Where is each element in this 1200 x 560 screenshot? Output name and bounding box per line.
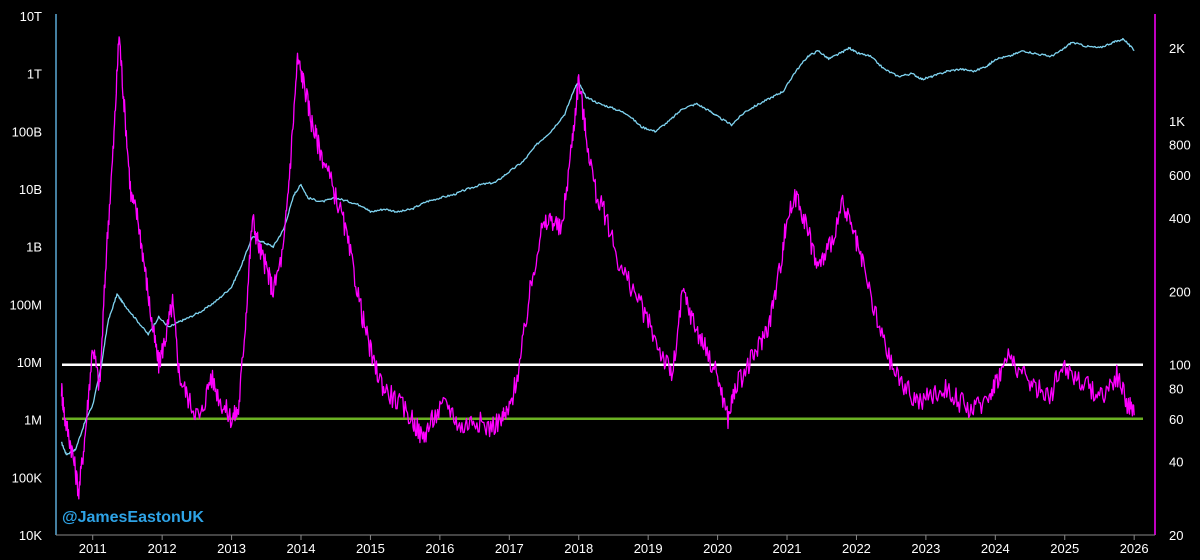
x-tick-label: 2019 — [634, 541, 663, 556]
left-tick-label: 1B — [26, 240, 42, 255]
x-tick-label: 2026 — [1120, 541, 1149, 556]
x-tick-label: 2022 — [842, 541, 871, 556]
right-tick-label: 40 — [1169, 455, 1183, 470]
axes-layer: 10K 100K 1M 10M 100M 1B 10B 100B 1T 10T 20 40 60 80 10… — [9, 9, 1190, 556]
right-tick-label: 80 — [1169, 381, 1183, 396]
series-line-right-axis — [60, 36, 1135, 500]
right-tick-label: 200 — [1169, 284, 1191, 299]
right-tick-label: 20 — [1169, 528, 1183, 543]
right-tick-label: 400 — [1169, 211, 1191, 226]
right-tick-label: 60 — [1169, 412, 1183, 427]
left-tick-label: 1T — [27, 67, 42, 82]
right-tick-label: 800 — [1169, 138, 1191, 153]
x-tick-label: 2014 — [287, 541, 316, 556]
series-layer — [60, 36, 1135, 500]
x-tick-label: 2024 — [981, 541, 1010, 556]
left-tick-label: 1M — [24, 413, 42, 428]
watermark: @JamesEastonUK — [62, 509, 204, 526]
right-tick-label: 2K — [1169, 41, 1185, 56]
x-tick-label: 2015 — [356, 541, 385, 556]
x-tick-label: 2017 — [495, 541, 524, 556]
x-tick-label: 2016 — [425, 541, 454, 556]
x-tick-label: 2025 — [1050, 541, 1079, 556]
x-tick-label: 2018 — [564, 541, 593, 556]
x-tick-label: 2021 — [773, 541, 802, 556]
x-tick-label: 2023 — [911, 541, 940, 556]
x-tick-label: 2020 — [703, 541, 732, 556]
x-tick-label: 2011 — [79, 541, 107, 556]
x-tick-label: 2013 — [217, 541, 246, 556]
left-tick-label: 100K — [12, 470, 43, 485]
right-tick-label: 1K — [1169, 114, 1185, 129]
series-line-left-axis — [60, 37, 1135, 456]
left-tick-label: 10T — [20, 9, 42, 24]
left-tick-label: 10M — [17, 355, 42, 370]
left-tick-label: 100B — [12, 124, 42, 139]
left-tick-label: 10B — [19, 182, 42, 197]
left-tick-label: 10K — [19, 528, 42, 543]
x-tick-label: 2012 — [148, 541, 177, 556]
left-tick-label: 100M — [9, 297, 42, 312]
right-tick-label: 100 — [1169, 358, 1191, 373]
right-tick-label: 600 — [1169, 168, 1191, 183]
